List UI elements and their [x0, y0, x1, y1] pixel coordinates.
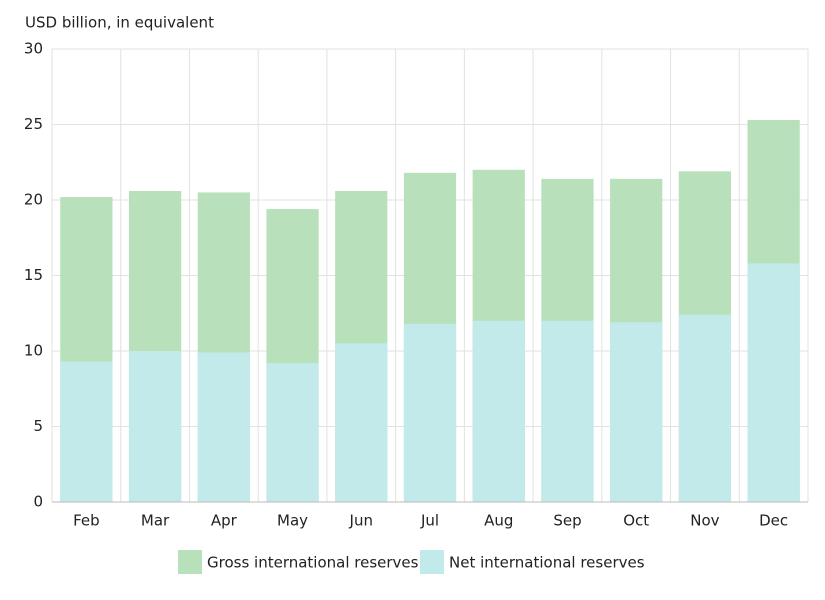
x-tick-label: Jun	[349, 512, 373, 530]
x-tick-label: Oct	[623, 512, 649, 530]
bar	[403, 323, 457, 502]
bar	[335, 343, 388, 502]
legend-swatch	[420, 550, 444, 574]
y-tick-label: 0	[33, 493, 43, 511]
x-tick-label: Jul	[420, 512, 439, 530]
y-tick-label: 5	[33, 417, 43, 435]
x-tick-label: Dec	[759, 512, 788, 530]
bar	[610, 322, 663, 502]
y-tick-label: 15	[24, 266, 43, 284]
legend-label: Net international reserves	[449, 554, 645, 572]
bar	[747, 263, 800, 502]
x-tick-label: Mar	[141, 512, 170, 530]
bar	[197, 352, 250, 502]
bar	[266, 363, 319, 502]
x-tick-label: May	[277, 512, 308, 530]
bar	[541, 320, 594, 502]
y-axis-label: USD billion, in equivalent	[25, 14, 214, 32]
x-tick-label: Aug	[484, 512, 513, 530]
bar	[128, 351, 182, 502]
y-tick-label: 25	[24, 115, 43, 133]
x-tick-label: Nov	[690, 512, 719, 530]
y-tick-label: 30	[24, 40, 43, 58]
bar	[60, 361, 113, 502]
x-tick-label: Feb	[73, 512, 100, 530]
y-tick-label: 10	[24, 342, 43, 360]
y-tick-label: 20	[24, 191, 43, 209]
x-tick-label: Apr	[211, 512, 238, 530]
legend-swatch	[178, 550, 202, 574]
bar	[472, 320, 525, 502]
bar	[678, 314, 732, 502]
x-tick-label: Sep	[553, 512, 581, 530]
legend-label: Gross international reserves	[207, 554, 419, 572]
